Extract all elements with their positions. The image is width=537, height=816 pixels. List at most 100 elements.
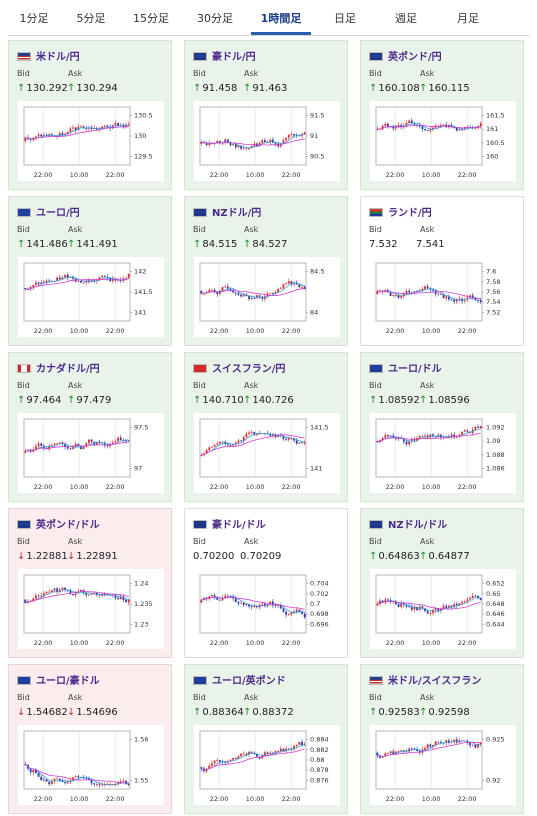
tab-timeframe[interactable]: 1分足 — [19, 12, 49, 25]
candle-body — [450, 299, 453, 301]
rate-card[interactable]: ユーロ/英ポンド Bid Ask ↑0.88364 ↑0.88372 22:00 10:00… — [184, 664, 348, 814]
pair-name-link[interactable]: 米ドル/円 — [17, 48, 80, 63]
pair-name-link[interactable]: 豪ドル/円 — [193, 48, 256, 63]
ask-value: ↑84.527 — [243, 239, 287, 250]
pair-name-link[interactable]: カナダドル/円 — [17, 360, 100, 375]
candle-body — [421, 435, 424, 437]
rate-card[interactable]: ユーロ/円 Bid Ask ↑141.486 ↑141.491 22:00 10:00 22:… — [8, 196, 172, 346]
bid-label: Bid — [17, 693, 30, 702]
candlestick-chart[interactable]: 22:00 10:00 22:00 142 141.5 141 — [18, 257, 164, 337]
pair-name-link[interactable]: スイスフラン/円 — [193, 360, 285, 375]
tab-timeframe[interactable]: 5分足 — [76, 12, 106, 25]
candlestick-chart[interactable]: 22:00 10:00 22:00 97.5 97 — [18, 413, 164, 493]
candle-body — [69, 448, 72, 450]
candle-body — [410, 439, 413, 442]
plot-frame — [199, 418, 307, 478]
bid-value: ↑140.710 — [193, 395, 244, 406]
candlestick-chart[interactable]: 22:00 10:00 22:00 130.5 130 129.5 — [18, 101, 164, 181]
moving-average-long — [377, 600, 481, 610]
rate-card[interactable]: スイスフラン/円 Bid Ask ↑140.710 ↑140.726 22:00 10:00… — [184, 352, 348, 502]
rate-card[interactable]: 豪ドル/円 Bid Ask ↑91.458 ↑91.463 22:00 10:00 22:00… — [184, 40, 348, 190]
ask-price: 160.115 — [428, 83, 470, 94]
candle-body — [277, 434, 280, 438]
plot-frame — [23, 106, 131, 166]
candlestick-chart[interactable]: 22:00 10:00 22:00 0.704 0.702 0.7 0.698 0.696 — [194, 569, 340, 649]
candle-body — [389, 292, 392, 297]
rate-card[interactable]: 英ポンド/ドル Bid Ask ↓1.22881 ↓1.22891 22:00 10:00 2… — [8, 508, 172, 658]
candle-body — [40, 595, 43, 597]
tab-timeframe[interactable]: 15分足 — [133, 12, 169, 25]
pair-name-link[interactable]: NZドル/円 — [193, 204, 261, 219]
candlestick-chart[interactable]: 22:00 10:00 22:00 0.884 0.882 0.88 0.878 0.876 — [194, 725, 340, 805]
x-tick-label: 22:00 — [34, 795, 53, 803]
candlestick-chart[interactable]: 22:00 10:00 22:00 141.5 141 — [194, 413, 340, 493]
rate-card[interactable]: ランド/円 Bid Ask 7.532 7.541 22:00 10:00 22:00 7.6 7… — [360, 196, 524, 346]
candle-body — [213, 444, 216, 447]
tab-timeframe[interactable]: 週足 — [395, 12, 417, 25]
pair-name-link[interactable]: NZドル/ドル — [369, 516, 447, 531]
x-tick-label: 22:00 — [386, 327, 405, 335]
candle-body — [218, 140, 221, 143]
candlestick-chart[interactable]: 22:00 10:00 22:00 91.5 91 90.5 — [194, 101, 340, 181]
candle-body — [277, 605, 280, 606]
candle-body — [242, 148, 245, 150]
trend-arrow-icon: ↓ — [67, 707, 76, 718]
candlestick-chart[interactable]: 22:00 10:00 22:00 1.092 1.09 1.088 1.086 — [370, 413, 516, 493]
rate-card[interactable]: ユーロ/豪ドル Bid Ask ↓1.54682 ↓1.54696 22:00 10:00 2… — [8, 664, 172, 814]
candlestick-chart[interactable]: 22:00 10:00 22:00 1.56 1.55 — [18, 725, 164, 805]
pair-name-link[interactable]: 英ポンド/円 — [369, 48, 442, 63]
pair-name-link[interactable]: 英ポンド/ドル — [17, 516, 100, 531]
rate-card[interactable]: NZドル/ドル Bid Ask ↑0.64863 ↑0.64877 22:00 10:00 2… — [360, 508, 524, 658]
candle-body — [218, 599, 221, 601]
candle-body — [24, 288, 27, 290]
candlestick-chart[interactable]: 22:00 10:00 22:00 0.652 0.65 0.648 0.646 0.644 — [370, 569, 516, 649]
pair-name-link[interactable]: 米ドル/スイスフラン — [369, 672, 481, 687]
pair-name-link[interactable]: ユーロ/豪ドル — [17, 672, 100, 687]
trend-arrow-icon: ↑ — [243, 83, 252, 94]
rate-card[interactable]: カナダドル/円 Bid Ask ↑97.464 ↑97.479 22:00 10:00 22:… — [8, 352, 172, 502]
rate-card[interactable]: ユーロ/ドル Bid Ask ↑1.08592 ↑1.08596 22:00 10:00 22… — [360, 352, 524, 502]
candle-body — [416, 606, 419, 611]
candle-body — [208, 290, 211, 293]
tab-timeframe[interactable]: 月足 — [457, 12, 479, 25]
pair-name-link[interactable]: ユーロ/円 — [17, 204, 80, 219]
candle-body — [48, 280, 51, 282]
candlestick-chart[interactable]: 22:00 10:00 22:00 7.6 7.58 7.56 7.54 7.52 — [370, 257, 516, 337]
bid-label: Bid — [193, 381, 206, 390]
candlestick-chart[interactable]: 22:00 10:00 22:00 84.5 84 — [194, 257, 340, 337]
candle-body — [274, 142, 277, 144]
moving-average-long — [25, 278, 129, 290]
candlestick-chart[interactable]: 22:00 10:00 22:00 161.5 161 160.5 160 — [370, 101, 516, 181]
candle-body — [50, 781, 53, 785]
candle-body — [279, 748, 282, 752]
candle-body — [466, 297, 469, 300]
rate-card[interactable]: NZドル/円 Bid Ask ↑84.515 ↑84.527 22:00 10:00 22:0… — [184, 196, 348, 346]
ask-label: Ask — [68, 537, 83, 546]
pair-name-link[interactable]: 豪ドル/ドル — [193, 516, 266, 531]
candle-body — [290, 611, 293, 615]
candle-body — [32, 598, 35, 601]
ask-price: 1.54696 — [76, 707, 118, 718]
pair-name-link[interactable]: ユーロ/ドル — [369, 360, 442, 375]
rate-card[interactable]: 米ドル/スイスフラン Bid Ask ↑0.92583 ↑0.92598 22:00 10:… — [360, 664, 524, 814]
candle-body — [245, 604, 248, 606]
rate-card[interactable]: 豪ドル/ドル Bid Ask 0.70200 0.70209 22:00 10:00 22:0… — [184, 508, 348, 658]
candle-body — [101, 275, 104, 278]
candle-body — [402, 293, 405, 297]
tab-timeframe[interactable]: 日足 — [334, 12, 356, 25]
pair-name-link[interactable]: ランド/円 — [369, 204, 432, 219]
candle-body — [245, 433, 248, 438]
bid-price: 84.515 — [202, 239, 238, 250]
candlestick-chart[interactable]: 22:00 10:00 22:00 0.925 0.92 — [370, 725, 516, 805]
candlestick-chart[interactable]: 22:00 10:00 22:00 1.24 1.235 1.23 — [18, 569, 164, 649]
y-tick-label: 160.5 — [486, 139, 505, 147]
x-tick-label: 10:00 — [246, 327, 265, 335]
tab-timeframe[interactable]: 30分足 — [197, 12, 233, 25]
plot-frame — [199, 574, 307, 634]
rate-card[interactable]: 英ポンド/円 Bid Ask ↑160.108 ↑160.115 22:00 10:00 22… — [360, 40, 524, 190]
candle-body — [80, 126, 82, 128]
rate-card[interactable]: 米ドル/円 Bid Ask ↑130.292 ↑130.294 22:00 10:00 22:… — [8, 40, 172, 190]
pair-name-link[interactable]: ユーロ/英ポンド — [193, 672, 286, 687]
tab-timeframe[interactable]: 1時間足 — [251, 4, 311, 35]
candle-body — [61, 587, 64, 590]
